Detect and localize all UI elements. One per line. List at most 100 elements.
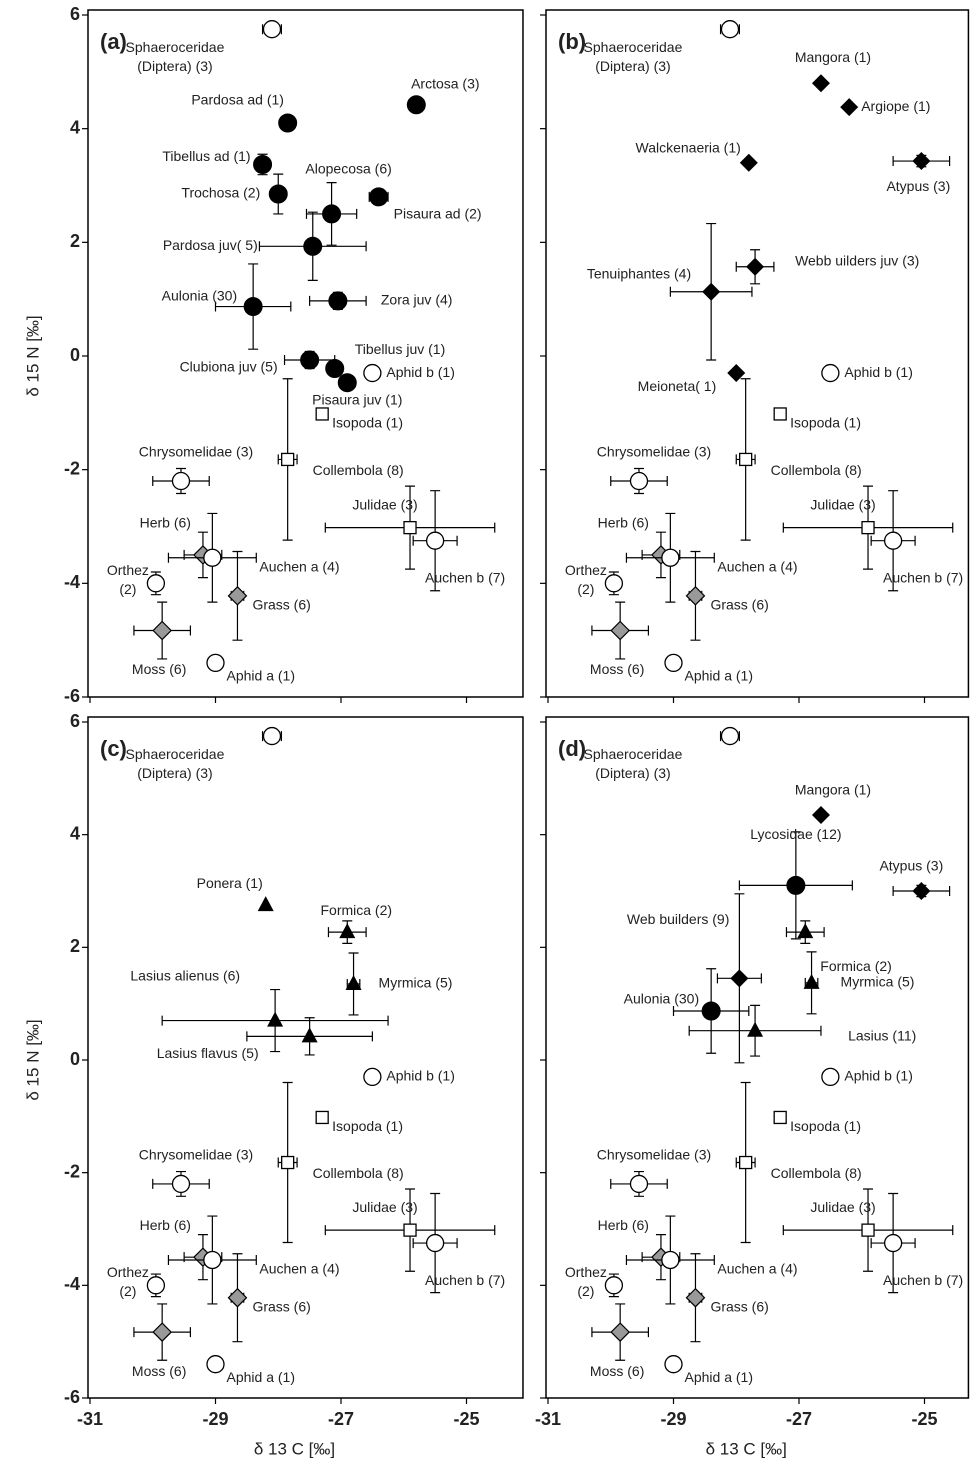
point-label: Alopecosa (6) — [305, 161, 391, 177]
point-label: Mangora (1) — [795, 782, 871, 798]
marker — [730, 969, 749, 988]
point-label: Aulonia (30) — [624, 991, 700, 1007]
point-label: Tibellus juv (1) — [355, 341, 446, 357]
marker — [206, 1355, 225, 1374]
point-label: Sphaeroceridae — [584, 746, 683, 762]
point-label: Auchen b (7) — [425, 1272, 505, 1288]
y-axis-label: δ 15 N [‰] — [23, 315, 42, 396]
marker — [227, 1287, 248, 1308]
y-tick-label: -6 — [64, 1387, 80, 1407]
point-label: Auchen a (4) — [717, 1261, 797, 1277]
marker — [328, 291, 348, 311]
x-axis-label: δ 13 C [‰] — [706, 1439, 787, 1458]
x-tick-label: -29 — [202, 1409, 228, 1429]
marker — [840, 98, 859, 117]
marker — [406, 95, 426, 115]
point-label: Orthez — [565, 1264, 607, 1280]
marker — [610, 1322, 631, 1342]
marker — [152, 620, 173, 641]
marker — [811, 805, 830, 824]
point-label: Atypus (3) — [886, 178, 950, 194]
point-label: Aphid b (1) — [386, 364, 454, 380]
marker — [262, 726, 282, 746]
marker — [203, 1250, 222, 1270]
marker — [747, 1021, 764, 1037]
marker — [661, 548, 680, 567]
point-label: Isopoda (1) — [790, 415, 861, 431]
x-tick-label: -31 — [535, 1409, 561, 1429]
point-label: (Diptera) (3) — [595, 765, 670, 781]
point-label: (2) — [119, 1283, 136, 1299]
x-tick-label: -25 — [911, 1409, 937, 1429]
marker — [363, 1067, 382, 1087]
marker — [701, 1001, 721, 1021]
point-label: Auchen b (7) — [425, 569, 505, 585]
y-tick-label: -2 — [64, 458, 80, 478]
point-label: (Diptera) (3) — [137, 765, 212, 781]
point-label: Aphid a (1) — [685, 668, 753, 684]
y-tick-label: 6 — [70, 711, 80, 731]
point-label: Collembola (8) — [313, 1165, 404, 1181]
point-label: Orthez — [107, 1264, 149, 1280]
point-label: Web builders (9) — [627, 911, 729, 927]
point-label: Julidae (3) — [810, 1199, 875, 1215]
y-tick-label: -4 — [64, 572, 80, 592]
y-tick-label: 6 — [70, 4, 80, 24]
marker — [203, 548, 222, 567]
point-label: Aphid a (1) — [227, 1369, 295, 1385]
panel: (b) Mangora (1) Argiope (1) Walckenaeria (1… — [540, 9, 970, 703]
marker — [369, 187, 389, 207]
marker — [883, 1233, 903, 1253]
x-axis-label: δ 13 C [‰] — [254, 1439, 335, 1458]
marker — [281, 1155, 295, 1170]
point-label: (2) — [577, 581, 594, 597]
marker — [912, 152, 931, 171]
point-label: Auchen a (4) — [259, 1261, 339, 1277]
point-label: Meioneta( 1) — [638, 378, 717, 394]
point-label: Mangora (1) — [795, 49, 871, 65]
point-label: (Diptera) (3) — [137, 58, 212, 74]
point-label: Argiope (1) — [861, 98, 930, 114]
y-tick-label: 2 — [70, 231, 80, 251]
y-tick-label: -6 — [64, 686, 80, 706]
point-label: Aphid b (1) — [386, 1068, 454, 1084]
marker — [268, 184, 288, 204]
point-label: Auchen a (4) — [717, 558, 797, 574]
marker — [337, 373, 357, 393]
point-label: Tibellus ad (1) — [162, 148, 250, 164]
panel: -31 -29 -27 -25 (d) δ 13 C [‰] Mangora (1) Atyp… — [535, 716, 970, 1458]
point-label: Moss (6) — [132, 1363, 186, 1379]
marker — [315, 407, 329, 421]
x-tick-label: -29 — [660, 1409, 686, 1429]
panel: -6 -4 -2 0 2 4 6 -31 -29 -27 -25 (c) δ 15 N [‰] δ 13 … — [23, 711, 524, 1458]
marker — [746, 257, 765, 276]
panel: -6 -4 -2 0 2 4 6 (a) δ 15 N [‰] Arctosa (3) Pardos… — [23, 4, 524, 706]
point-label: Arctosa (3) — [411, 75, 479, 91]
point-label: (2) — [119, 581, 136, 597]
marker — [425, 531, 445, 550]
point-label: Grass (6) — [252, 1298, 310, 1314]
marker — [339, 923, 356, 939]
marker — [629, 471, 649, 491]
marker — [797, 923, 814, 939]
point-label: Herb (6) — [140, 515, 191, 531]
marker — [821, 363, 840, 383]
point-label: Lasius flavus (5) — [157, 1045, 259, 1061]
marker — [685, 1287, 706, 1308]
panel-title: (a) — [100, 29, 127, 54]
marker — [363, 363, 382, 383]
point-label: Clubiona juv (5) — [180, 359, 278, 375]
point-label: Pardosa ad (1) — [191, 92, 284, 108]
point-label: Ponera (1) — [197, 875, 263, 891]
plot-frame — [87, 9, 524, 698]
marker — [322, 204, 342, 224]
marker — [267, 1011, 284, 1027]
point-label: Atypus (3) — [879, 858, 943, 874]
marker — [821, 1067, 840, 1087]
point-label: Herb (6) — [598, 1217, 649, 1233]
point-label: Chrysomelidae (3) — [597, 444, 711, 460]
point-label: Chrysomelidae (3) — [139, 444, 253, 460]
point-label: Isopoda (1) — [332, 1118, 403, 1134]
point-label: Webb uilders juv (3) — [795, 252, 919, 268]
